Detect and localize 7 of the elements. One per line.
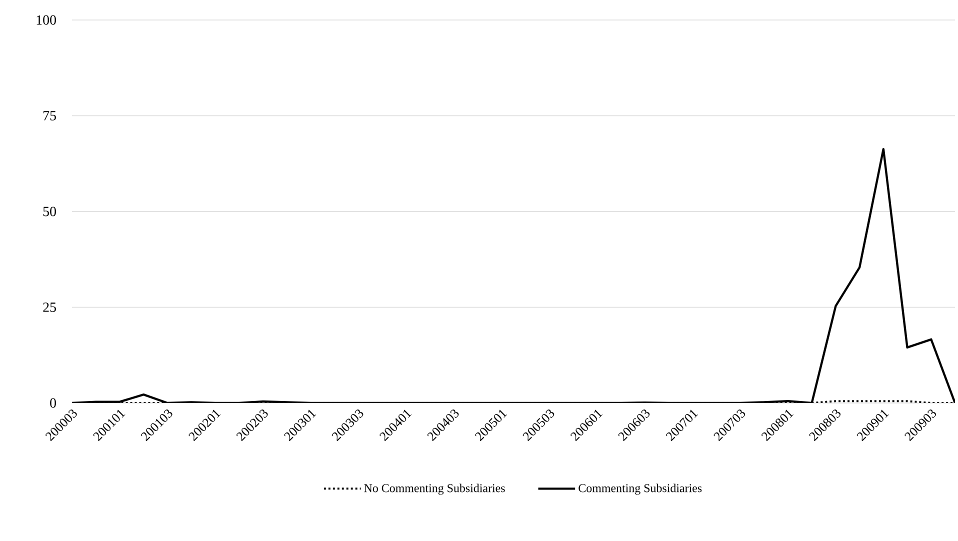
y-tick-label: 75 [44, 111, 56, 120]
y-tick-label: 50 [43, 206, 56, 216]
y-tick-label: 25 [43, 302, 56, 312]
legend-label: No Commenting Subsidiaries [364, 484, 505, 495]
legend-label: Commenting Subsidiaries [578, 484, 702, 495]
y-tick-label: 0 [50, 398, 56, 408]
y-tick-label: 100 [36, 15, 56, 25]
